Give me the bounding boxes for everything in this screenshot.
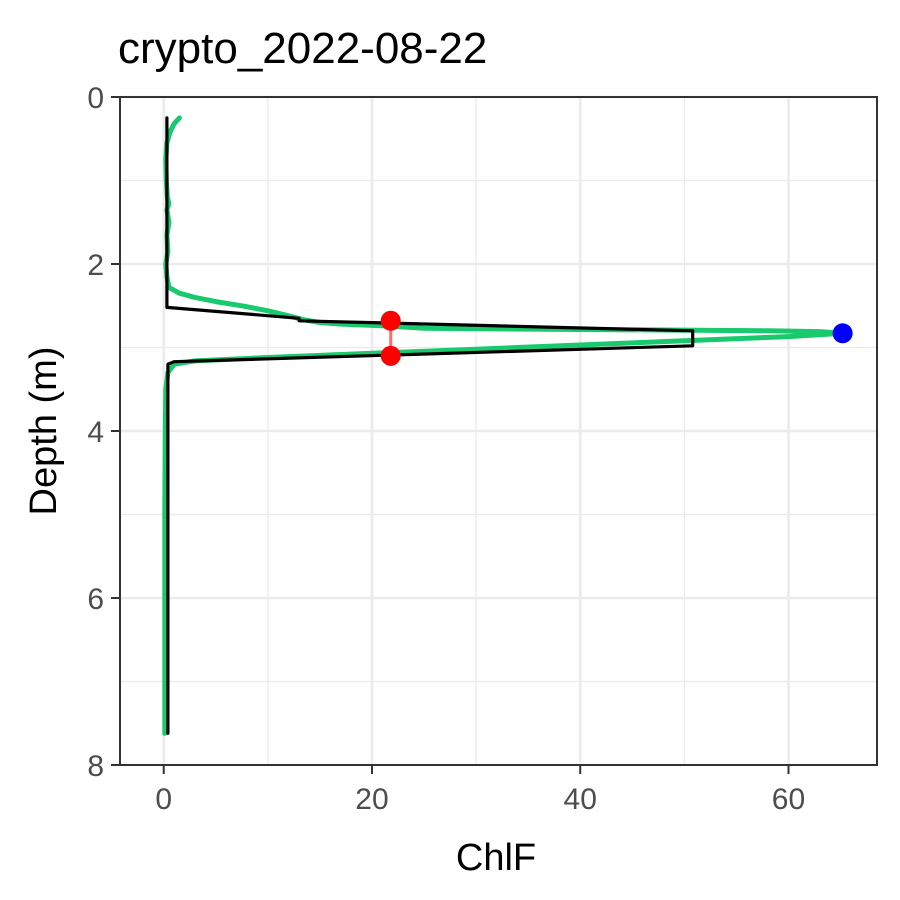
x-tick-label: 20 [355, 783, 388, 816]
y-tick-label: 2 [87, 249, 104, 282]
gridlines [120, 95, 877, 767]
y-tick-label: 0 [87, 82, 104, 115]
y-tick-label: 8 [87, 750, 104, 783]
y-axis-title: Depth (m) [23, 347, 65, 516]
fitted-profile-line [165, 116, 695, 735]
y-tick-label: 4 [87, 416, 104, 449]
x-tick-label: 0 [155, 783, 172, 816]
x-tick-label: 60 [772, 783, 805, 816]
layer-bottom-point [380, 345, 401, 366]
chart-title: crypto_2022-08-22 [118, 24, 487, 73]
measured-profile-line [162, 115, 846, 736]
data-layer [162, 115, 853, 736]
x-tick-label: 40 [564, 783, 597, 816]
layer-top-point [380, 310, 401, 331]
y-tick-label: 6 [87, 583, 104, 616]
x-axis-title: ChlF [456, 837, 536, 879]
peak-point [832, 323, 853, 344]
axes: 0 20 40 60 0 2 4 6 8 [87, 82, 805, 816]
